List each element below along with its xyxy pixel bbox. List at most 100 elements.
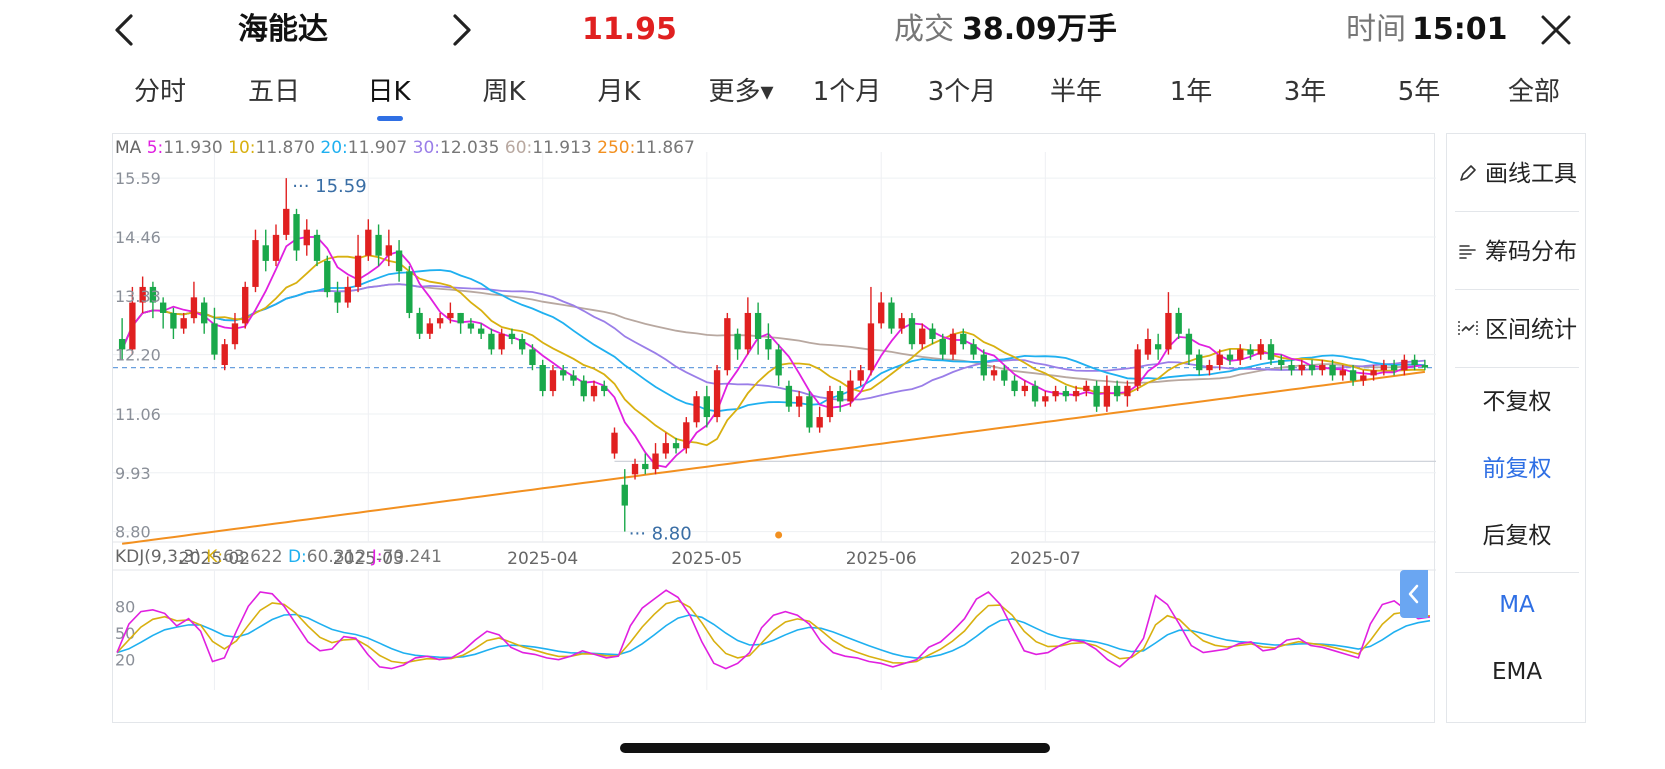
ma10-line: [121, 254, 1425, 447]
tab-3-years[interactable]: 3年: [1283, 77, 1327, 107]
kdj-d-line: [116, 613, 1431, 659]
candle-body: [334, 292, 341, 303]
candle-body: [713, 370, 721, 418]
collapse-sidebar-button[interactable]: [1400, 570, 1428, 618]
candle-body: [1175, 312, 1182, 334]
candle-body: [1124, 385, 1131, 397]
x-tick-label: 2025-04: [507, 549, 578, 569]
candle-body: [252, 240, 259, 287]
candle-body: [293, 214, 300, 251]
candle-body: [1329, 365, 1336, 376]
y-tick-label: 15.59: [115, 169, 161, 188]
candle-body: [426, 323, 434, 334]
ma-legend-key: 10:: [228, 138, 255, 158]
candle-body: [395, 250, 403, 272]
kdj-legend-label: KDJ(9,3,3): [115, 547, 206, 567]
candle-body: [549, 370, 557, 392]
candle-body: [1319, 365, 1326, 371]
kline-chart[interactable]: 15.59 14.46 13.33 12.20 11.06 9.93 8.80 2025-02…: [113, 134, 1436, 724]
candle-body: [477, 328, 485, 334]
candle-body: [1298, 365, 1305, 371]
kdj-legend-key: D:: [288, 547, 307, 567]
adjust-none-option[interactable]: 不复权: [1482, 389, 1552, 415]
candle-body: [1360, 375, 1367, 381]
ma-legend-value: 11.867: [635, 138, 694, 158]
tab-intraday[interactable]: 分时: [133, 77, 187, 107]
candle-body: [888, 302, 895, 329]
candle-body: [467, 323, 475, 329]
ma-legend-key: 60:: [505, 138, 532, 158]
kdj-y-tick-label: 80: [115, 597, 135, 616]
candle-body: [1144, 338, 1152, 355]
x-tick-label: 2025-03: [333, 549, 404, 569]
back-chevron-icon[interactable]: [108, 12, 144, 48]
candle-body: [1308, 365, 1316, 371]
candle-body: [1103, 385, 1111, 407]
tab-5-years[interactable]: 5年: [1397, 77, 1441, 107]
tab-3-months[interactable]: 3个月: [927, 77, 997, 107]
adjust-backward-option[interactable]: 后复权: [1482, 523, 1552, 549]
event-dot-marker: [775, 531, 783, 539]
indicator-ma-option[interactable]: MA: [1499, 592, 1535, 618]
kdj-legend-value: 60.312: [307, 547, 372, 567]
current-price: 11.95: [582, 12, 677, 47]
range-stats-label: 区间统计: [1485, 317, 1577, 343]
candle-body: [1247, 349, 1254, 355]
tab-more[interactable]: 更多▾: [708, 77, 774, 107]
divider: [1455, 367, 1579, 368]
kdj-legend-key: K:: [206, 547, 223, 567]
candle-body: [1165, 312, 1172, 350]
y-tick-label: 14.46: [115, 228, 161, 247]
tab-daily-k[interactable]: 日K: [367, 77, 411, 107]
max-price-marker: ··· 15.59: [292, 176, 366, 197]
candle-body: [272, 234, 280, 261]
indicator-ema-option[interactable]: EMA: [1491, 659, 1543, 685]
candle-body: [1052, 391, 1059, 397]
kdj-k-line: [116, 599, 1431, 664]
x-tick-label: 2025-07: [1010, 549, 1081, 569]
candle-body: [498, 333, 505, 350]
candle-body: [159, 302, 167, 313]
y-tick-label: 9.93: [115, 464, 151, 483]
y-tick-label: 8.80: [115, 523, 151, 542]
pen-icon: [1460, 165, 1476, 181]
tab-1-year[interactable]: 1年: [1169, 77, 1213, 107]
candle-body: [939, 338, 946, 355]
candle-body: [118, 338, 126, 350]
divider: [1455, 211, 1579, 212]
chip-distribution-button[interactable]: 筹码分布: [1447, 237, 1587, 267]
candle-body: [1042, 396, 1049, 402]
kdj-legend: KDJ(9,3,3) K:63.622 D:60.312 J:70.241: [115, 547, 442, 567]
candle-body: [570, 375, 577, 381]
candle-body: [1001, 370, 1008, 381]
candle-body: [508, 333, 516, 339]
tab-all[interactable]: 全部: [1507, 77, 1561, 107]
kdj-y-tick-label: 20: [115, 651, 135, 670]
candle-body: [816, 417, 823, 428]
tab-five-day[interactable]: 五日: [247, 77, 301, 107]
close-icon[interactable]: [1538, 12, 1574, 48]
right-sidebar: 画线工具 筹码分布 区间统计 不复权 前复权 后复权 MA EMA: [1446, 133, 1586, 723]
candle-body: [519, 338, 526, 350]
kline-chart-panel[interactable]: 15.59 14.46 13.33 12.20 11.06 9.93 8.80 2025-02…: [112, 133, 1436, 724]
candle-body: [303, 229, 310, 246]
tab-weekly-k[interactable]: 周K: [482, 77, 526, 107]
candle-body: [806, 396, 813, 428]
candle-body: [1113, 385, 1121, 397]
candle-body: [970, 344, 977, 355]
candle-body: [170, 312, 177, 329]
tab-1-month[interactable]: 1个月: [812, 77, 882, 107]
range-stats-button[interactable]: 区间统计: [1447, 315, 1587, 345]
stock-name[interactable]: 海能达: [238, 12, 328, 47]
ma-legend-key: 5:: [147, 138, 164, 158]
tab-monthly-k[interactable]: 月K: [597, 77, 641, 107]
tab-half-year[interactable]: 半年: [1049, 77, 1103, 107]
draw-tools-button[interactable]: 画线工具: [1447, 159, 1587, 189]
candle-body: [1185, 333, 1193, 355]
candle-body: [949, 333, 957, 355]
forward-chevron-icon[interactable]: [442, 12, 478, 48]
adjust-forward-option[interactable]: 前复权: [1482, 456, 1552, 482]
chevron-left-icon: [1408, 584, 1419, 604]
chip-distribution-label: 筹码分布: [1485, 239, 1577, 265]
candle-body: [836, 391, 844, 402]
